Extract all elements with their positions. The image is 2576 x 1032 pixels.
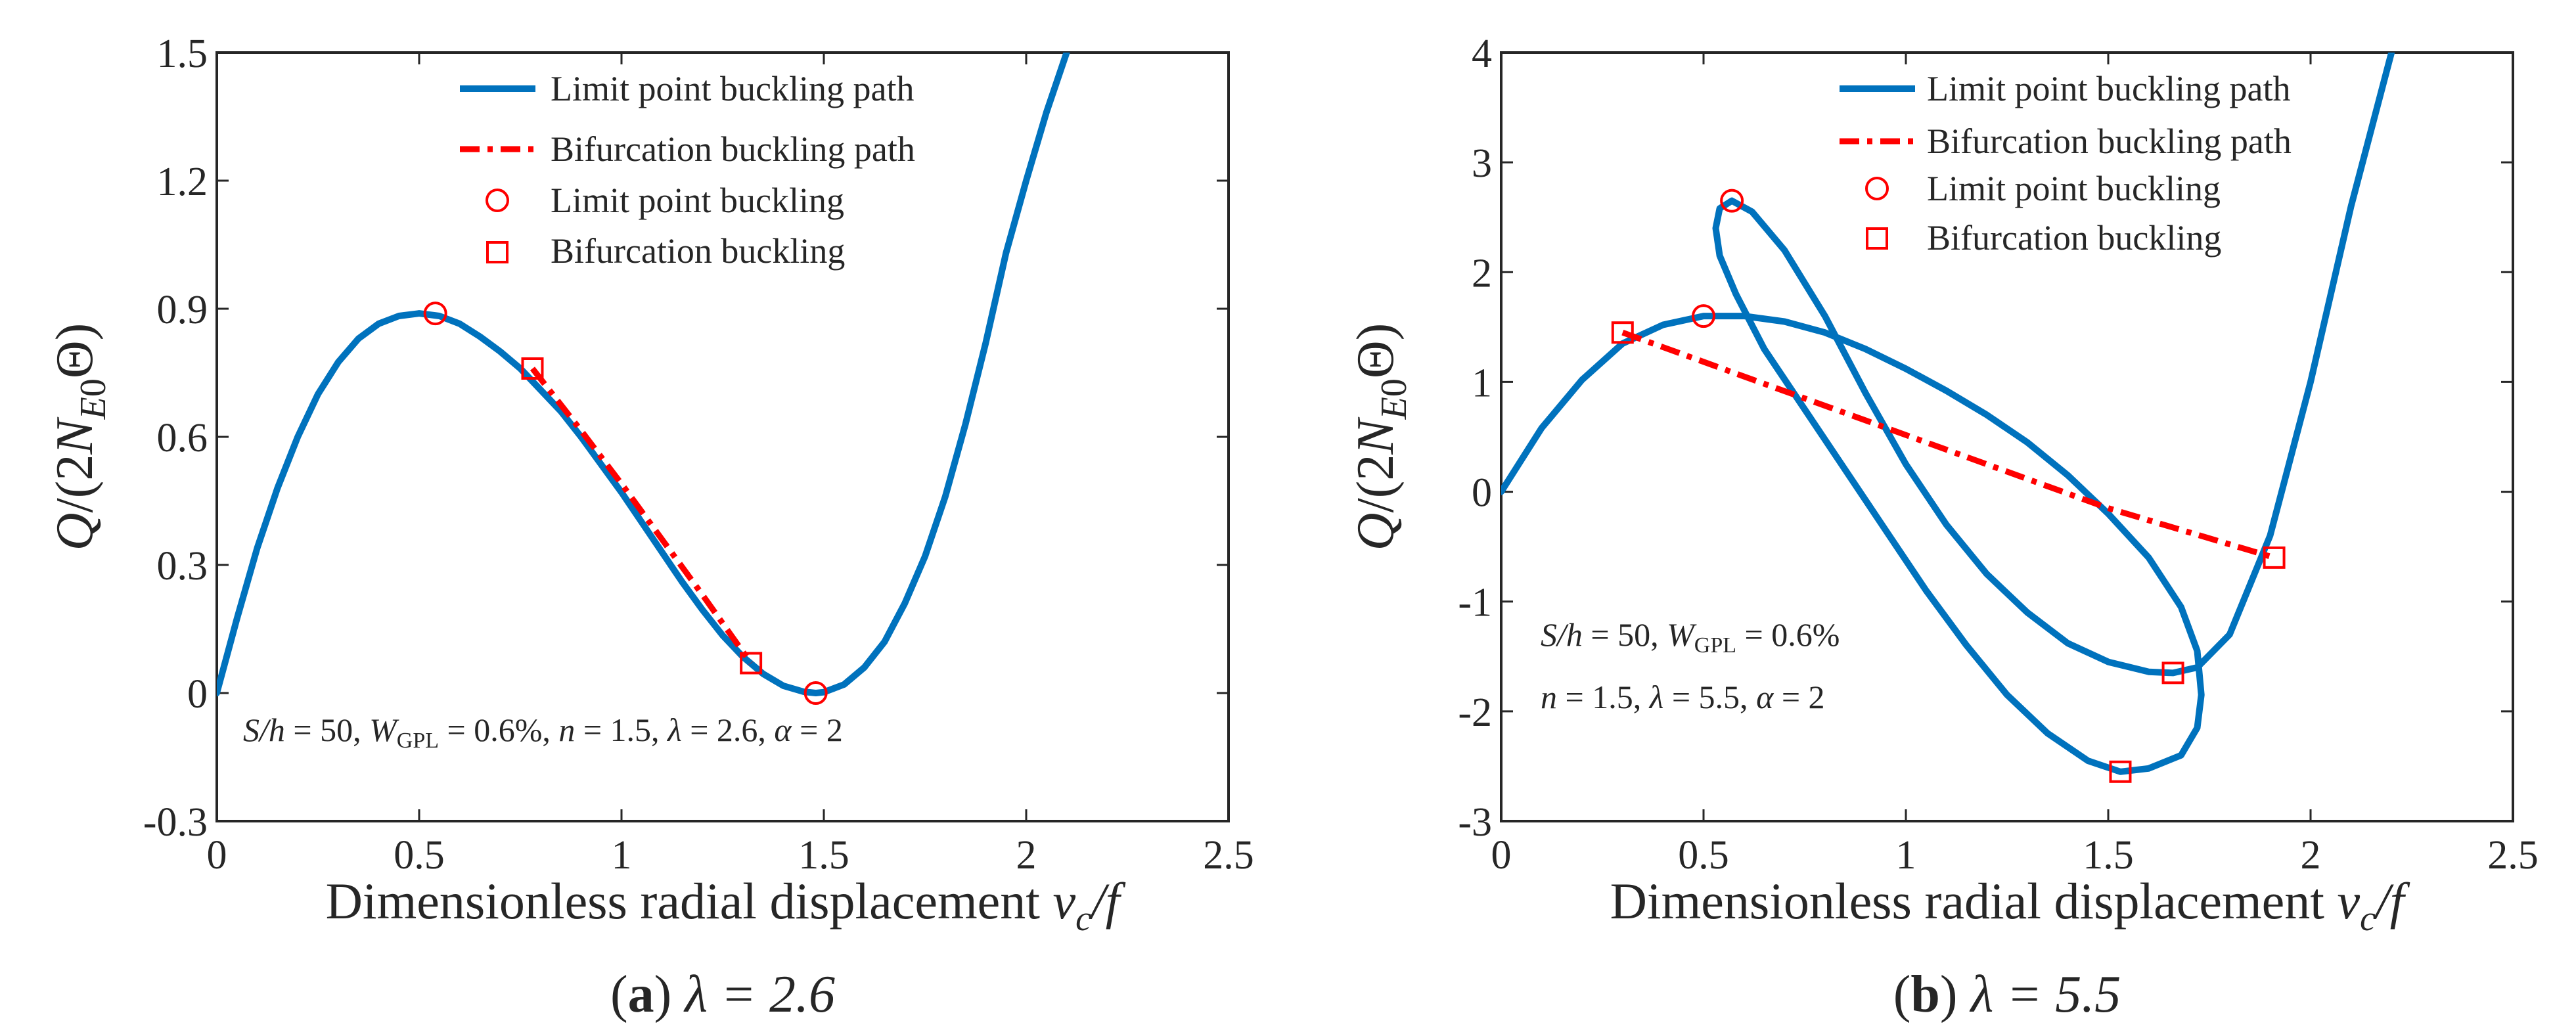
y-tick-label-b: -3 [1458,800,1492,845]
legend-a-limit-path-label: Limit point buckling path [551,69,914,108]
bifurcation-point-marker-b [2109,760,2132,783]
panel-a: 0 0.5 1 1.5 2 2.5-0.300.30.60.91.21.5 Limit p… [46,32,1254,1023]
legend-b: Limit point buckling path Bifurcation bu… [1840,69,2292,258]
x-tick-label-a: 0 [207,833,227,878]
x-tick-label-a: 0.5 [394,833,445,878]
y-tick-label-b: 0 [1472,471,1492,516]
y-tick-label-a: 1.5 [157,32,208,76]
y-axis-label-a: Q/(2NE0Θ) [46,323,114,551]
caption-b: (b) λ = 5.5 [1893,966,2121,1023]
y-tick-label-a: 1.2 [157,160,208,204]
limit-point-buckling-path-b [1501,53,2395,775]
legend-b-bifurcation-point-label: Bifurcation buckling [1927,218,2221,258]
caption-b-label: b [1910,966,1940,1023]
y-tick-label-a: 0.6 [157,416,208,460]
panel-b: 0 0.5 1 1.5 2 2.5 -3 -2 -1 0 1 2 3 4 Limit point buck… [1347,32,2539,1023]
legend-a-bifurcation-path-label: Bifurcation buckling path [551,129,915,169]
y-tick-label-b: 3 [1472,141,1492,186]
y-tick-label-b: 1 [1472,361,1492,405]
legend-b-limit-point-label: Limit point buckling [1927,169,2221,208]
caption-a: (a) λ = 2.6 [610,966,835,1023]
y-tick-label-b: 4 [1472,32,1492,76]
caption-a-text: λ = 2.6 [683,966,835,1023]
x-tick-label-b: 2 [2301,833,2321,878]
legend-a-limit-point-label: Limit point buckling [551,181,844,220]
bifurcation-point-marker-a [740,652,763,675]
bifurcation-buckling-path-a [530,367,754,665]
bifurcation-point-marker-b [2161,662,2184,684]
y-tick-label-b: -1 [1458,581,1492,625]
y-tick-label-a: 0 [187,672,208,717]
bifurcation-point-marker-a [521,357,544,380]
limit-point-buckling-path-a [217,53,1070,696]
annotation-b-line2: n = 1.5, λ = 5.5, α = 2 [1541,679,1825,715]
x-tick-label-a: 1 [612,833,632,878]
x-tick-label-b: 0.5 [1678,833,1729,878]
x-tick-label-a: 2 [1016,833,1037,878]
legend-a: Limit point buckling path Bifurcation bu… [460,69,915,271]
y-tick-label-a: 0.9 [157,288,208,332]
y-tick-label-b: 2 [1472,251,1492,296]
limit-point-marker-a [423,302,447,326]
legend-a-bifurcation-point-marker [486,241,508,263]
x-axis-label-a: Dimensionless radial displacement vc/f [326,872,1126,938]
legend-b-limit-path-label: Limit point buckling path [1927,69,2290,108]
caption-a-label: a [628,966,654,1023]
legend-b-limit-point-marker [1865,177,1889,200]
annotation-b-line1: S/h = 50, WGPL = 0.6% [1541,616,1840,658]
y-tick-label-b: -2 [1458,690,1492,735]
bifurcation-point-marker-b [2263,546,2286,569]
limit-point-marker-b [1720,189,1744,213]
limit-point-marker-b [1692,304,1715,328]
y-tick-label-a: -0.3 [143,800,208,845]
annotation-a: S/h = 50, WGPL = 0.6%, n = 1.5, λ = 2.6,… [243,711,843,753]
x-tick-label-b: 1 [1896,833,1916,878]
x-tick-label-b: 1.5 [2083,833,2134,878]
legend-a-limit-point-marker [486,189,509,212]
x-axis-label-b: Dimensionless radial displacement vc/f [1610,872,2410,938]
legend-b-bifurcation-path-label: Bifurcation buckling path [1927,122,2292,161]
legend-a-bifurcation-point-label: Bifurcation buckling [551,231,845,271]
y-tick-label-a: 0.3 [157,544,208,589]
legend-b-bifurcation-point-marker [1866,227,1888,250]
x-tick-label-a: 1.5 [798,833,849,878]
caption-b-text: λ = 5.5 [1970,966,2121,1023]
x-tick-label-b: 2.5 [2487,833,2539,878]
bifurcation-point-marker-b [1611,321,1634,344]
y-axis-label-b: Q/(2NE0Θ) [1347,323,1414,551]
bifurcation-buckling-path-b [1621,329,2275,561]
x-tick-label-a: 2.5 [1203,833,1254,878]
x-tick-label-b: 0 [1491,833,1512,878]
limit-point-marker-a [803,681,828,705]
plot-area-a [215,51,1230,822]
